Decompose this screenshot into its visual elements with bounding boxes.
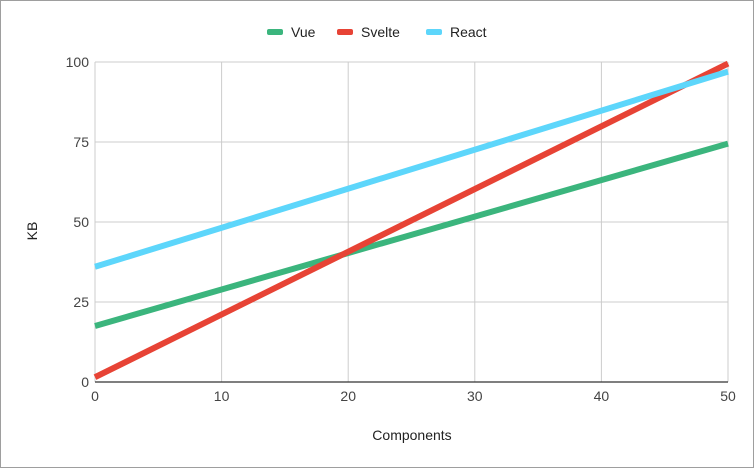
series-line-react <box>94 68 729 270</box>
y-tick-label: 100 <box>66 54 90 70</box>
legend-swatch <box>426 29 442 35</box>
legend-item-react: React <box>426 24 487 40</box>
series-line-vue <box>94 140 729 329</box>
series-lines <box>93 60 730 380</box>
legend-label: React <box>450 24 487 40</box>
x-tick-label: 10 <box>214 388 230 404</box>
legend-swatch <box>337 29 353 35</box>
legend-label: Vue <box>291 24 316 40</box>
legend-item-vue: Vue <box>267 24 316 40</box>
x-tick-label: 40 <box>594 388 610 404</box>
y-tick-label: 75 <box>73 134 89 150</box>
legend-label: Svelte <box>361 24 400 40</box>
y-tick-label: 0 <box>81 374 89 390</box>
x-tick-label: 20 <box>340 388 356 404</box>
x-tick-label: 0 <box>91 388 99 404</box>
x-axis-title: Components <box>372 427 451 443</box>
legend-swatch <box>267 29 283 35</box>
legend: Vue Svelte React <box>267 24 487 40</box>
x-tick-label: 30 <box>467 388 483 404</box>
x-tick-label: 50 <box>720 388 736 404</box>
y-axis-ticks: 0 25 50 75 100 <box>66 54 90 390</box>
y-axis-title: KB <box>24 222 40 241</box>
y-tick-label: 50 <box>73 214 89 230</box>
y-tick-label: 25 <box>73 294 89 310</box>
x-axis-ticks: 0 10 20 30 40 50 <box>91 388 736 404</box>
legend-item-svelte: Svelte <box>337 24 400 40</box>
series-line-svelte <box>93 60 730 380</box>
